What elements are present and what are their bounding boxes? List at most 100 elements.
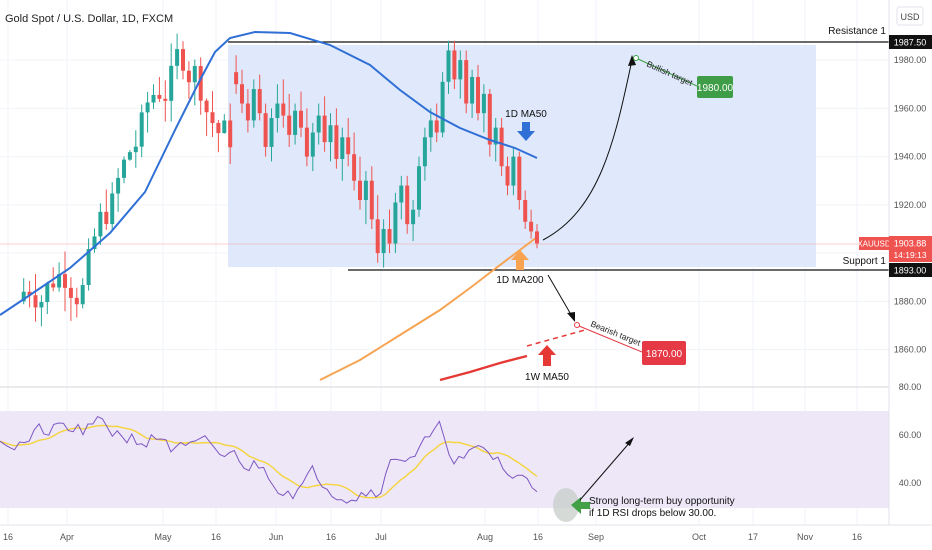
ma200-1d-arrow-icon bbox=[511, 250, 529, 270]
candle-body bbox=[411, 209, 416, 225]
candle-body bbox=[529, 221, 534, 232]
candle-body bbox=[511, 156, 516, 186]
note-line-2: if 1D RSI drops below 30.00. bbox=[589, 508, 716, 519]
rsi-line[interactable] bbox=[0, 415, 538, 504]
candle-body bbox=[110, 193, 115, 225]
bearish-price-text: 1870.00 bbox=[646, 349, 683, 360]
candle-body bbox=[86, 249, 91, 285]
candle-body bbox=[535, 231, 539, 244]
currency-button[interactable] bbox=[896, 6, 924, 26]
bearish-price-badge[interactable] bbox=[642, 341, 686, 365]
rsi-tick-label: 80.00 bbox=[899, 382, 922, 392]
candle-body bbox=[175, 49, 180, 66]
time-axis[interactable] bbox=[0, 525, 932, 550]
ma50-1w-projection bbox=[526, 329, 586, 347]
bearish-target-point[interactable] bbox=[574, 322, 580, 328]
last-price-tag bbox=[889, 236, 932, 262]
candle-body bbox=[222, 120, 227, 134]
price-tick-label: 1860.00 bbox=[894, 345, 927, 355]
bullish-target-point[interactable] bbox=[633, 55, 639, 61]
price-axis[interactable] bbox=[889, 0, 932, 525]
time-tick-label: Nov bbox=[797, 532, 814, 542]
candle-body bbox=[45, 283, 50, 303]
resistance-label: Resistance 1 bbox=[828, 26, 886, 37]
ma50-1d-arrow-icon bbox=[517, 122, 535, 141]
candle-body bbox=[204, 100, 209, 113]
time-tick-label: 16 bbox=[211, 532, 221, 542]
candle-body bbox=[369, 180, 374, 220]
bearish-target-line bbox=[578, 325, 643, 353]
ma50-1d-line[interactable] bbox=[0, 30, 538, 316]
last-price: 1903.88 bbox=[894, 239, 927, 249]
candle-body bbox=[39, 302, 44, 308]
time-tick-label: 16 bbox=[533, 532, 543, 542]
candle-body bbox=[192, 66, 197, 83]
candle-body bbox=[21, 291, 26, 302]
symbol-label: XAUUSD bbox=[857, 240, 891, 249]
time-tick-label: Apr bbox=[60, 532, 74, 542]
candle-body bbox=[358, 180, 362, 201]
candle-body bbox=[452, 50, 457, 80]
candle-body bbox=[470, 76, 475, 104]
candle-body bbox=[122, 159, 126, 178]
rsi-buy-zone-circle bbox=[553, 488, 579, 522]
candle-body bbox=[476, 76, 480, 114]
countdown: 14:19:13 bbox=[893, 250, 926, 260]
candle-body bbox=[169, 65, 174, 101]
candle-body bbox=[80, 284, 85, 305]
ma50-1w-arrow-icon bbox=[538, 345, 556, 366]
support-label: Support 1 bbox=[843, 256, 887, 267]
candles bbox=[21, 33, 539, 327]
candle-body bbox=[428, 120, 433, 138]
candle-body bbox=[517, 156, 522, 201]
candle-body bbox=[133, 146, 138, 153]
time-tick-label: 16 bbox=[326, 532, 336, 542]
bullish-path bbox=[542, 59, 633, 241]
candle-body bbox=[275, 103, 280, 118]
candle-body bbox=[399, 185, 404, 203]
candle-body bbox=[228, 120, 233, 148]
price-tick-label: 1940.00 bbox=[894, 152, 927, 162]
price-tick-label: 1960.00 bbox=[894, 103, 927, 113]
candle-body bbox=[393, 202, 398, 244]
bullish-price-badge[interactable] bbox=[697, 76, 733, 98]
bullish-price-text: 1980.00 bbox=[697, 83, 734, 94]
rsi-ticks: 80.00 60.00 40.00 bbox=[899, 382, 922, 488]
candle-body bbox=[375, 219, 380, 254]
candle-body bbox=[186, 70, 191, 83]
currency-label: USD bbox=[900, 12, 920, 22]
ma50-1w-line[interactable] bbox=[439, 354, 528, 382]
candle-body bbox=[234, 72, 239, 85]
candle-body bbox=[74, 297, 79, 305]
candle-body bbox=[505, 166, 510, 186]
candle-body bbox=[346, 137, 351, 155]
rsi-projection-path bbox=[579, 440, 632, 501]
rsi-ma-line[interactable] bbox=[0, 424, 538, 499]
candle-body bbox=[263, 113, 268, 147]
candle-body bbox=[493, 127, 498, 145]
candle-body bbox=[210, 112, 215, 123]
time-tick-label: 16 bbox=[852, 532, 862, 542]
time-tick-label: Jun bbox=[269, 532, 284, 542]
time-tick-label: Sep bbox=[588, 532, 604, 542]
buy-signal-arrow-icon bbox=[571, 497, 590, 514]
ma200-1d-line[interactable] bbox=[319, 236, 538, 381]
candle-body bbox=[240, 84, 244, 104]
candle-body bbox=[481, 93, 486, 114]
candle-body bbox=[57, 274, 62, 288]
candle-body bbox=[281, 103, 286, 116]
candle-body bbox=[216, 122, 221, 134]
support-price: 1893.00 bbox=[894, 266, 927, 276]
candle-body bbox=[145, 102, 150, 113]
candle-body bbox=[523, 200, 528, 222]
candle-body bbox=[422, 137, 427, 167]
rsi-band bbox=[0, 411, 889, 508]
candle-body bbox=[434, 120, 439, 133]
candle-body bbox=[387, 228, 392, 244]
candle-body bbox=[322, 115, 327, 143]
candle-body bbox=[157, 94, 162, 99]
candle-body bbox=[63, 274, 67, 288]
candle-body bbox=[440, 81, 445, 133]
symbol-tag bbox=[859, 237, 889, 250]
